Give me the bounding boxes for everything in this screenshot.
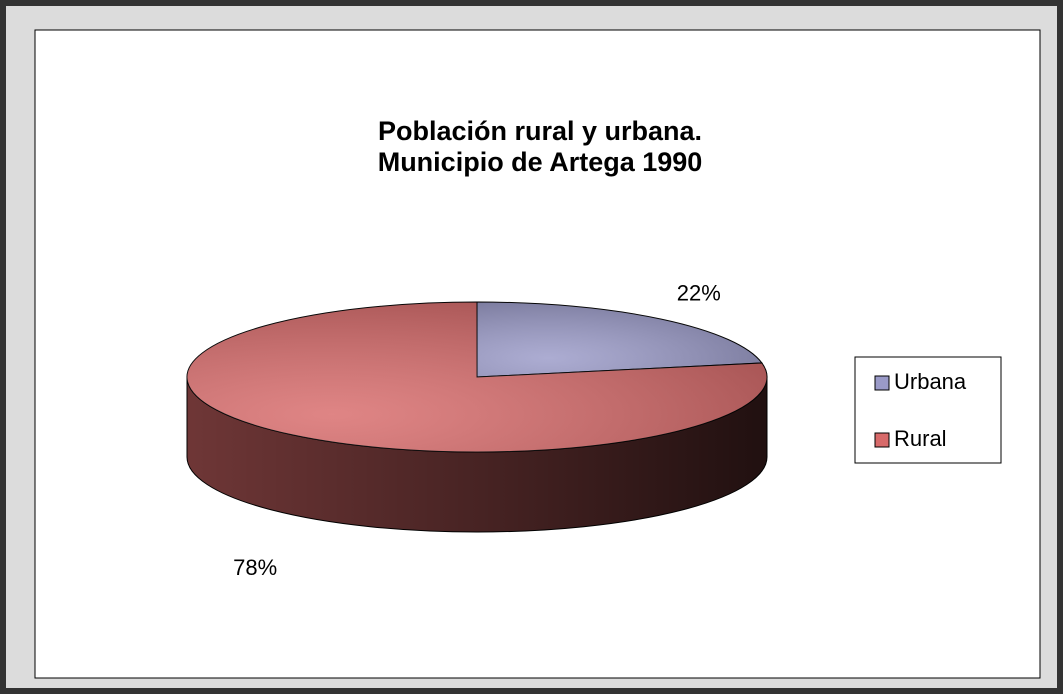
chart-title: Población rural y urbana. (378, 116, 702, 146)
data-label: 78% (233, 555, 277, 580)
legend-swatch (874, 432, 890, 448)
slice-shade (477, 302, 762, 377)
legend-label: Urbana (894, 369, 967, 394)
data-label: 22% (677, 281, 721, 306)
slice-shade (186, 302, 767, 452)
legend-swatch (874, 375, 890, 391)
legend-label: Rural (894, 426, 947, 451)
slice-side-shade (187, 377, 767, 532)
chart-title: Municipio de Artega 1990 (378, 147, 703, 177)
